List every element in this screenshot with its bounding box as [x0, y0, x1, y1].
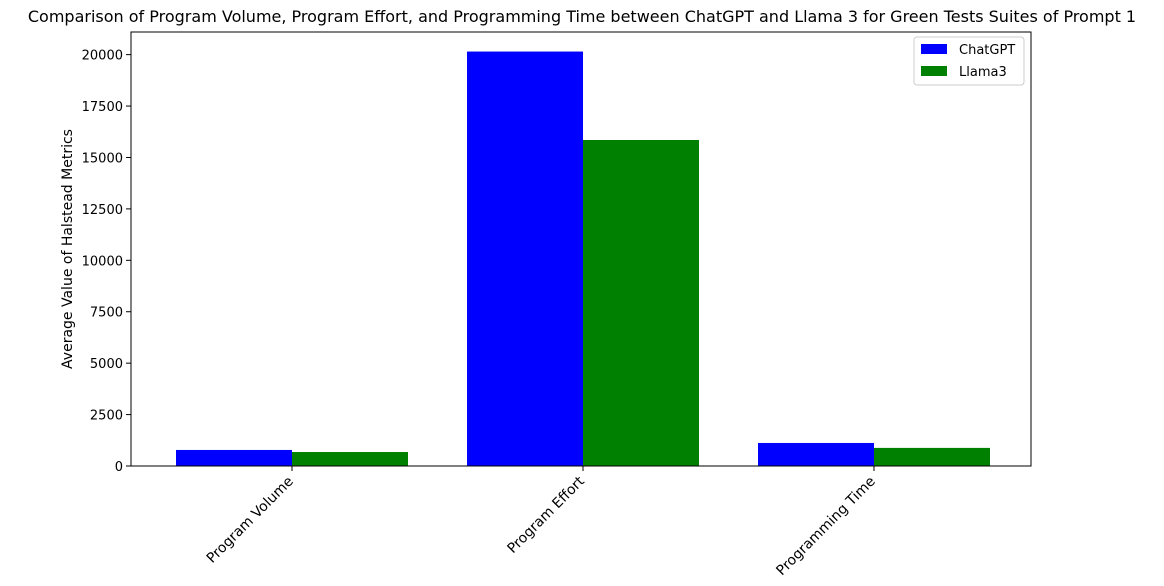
x-tick-label: Program Effort [505, 473, 589, 557]
bar-chatgpt-programming-time [758, 442, 874, 466]
y-tick-label: 10000 [82, 254, 123, 269]
bars-group [176, 51, 990, 466]
bar-llama3-programming-time [874, 447, 990, 466]
chart-title: Comparison of Program Volume, Program Ef… [28, 7, 1136, 26]
y-tick-label: 20000 [82, 49, 123, 64]
legend-label-chatgpt: ChatGPT [959, 43, 1015, 58]
legend-swatch-chatgpt [921, 44, 947, 54]
y-tick-label: 5000 [90, 357, 123, 372]
y-tick-label: 17500 [82, 100, 123, 115]
bar-chatgpt-program-volume [176, 449, 292, 466]
y-axis: 0 2500 5000 7500 10000 12500 15000 17500 20000 [82, 49, 131, 475]
plot-frame [130, 31, 1032, 467]
y-tick-label: 7500 [90, 306, 123, 321]
x-axis: Program Volume Program Effort Programming … [204, 466, 879, 579]
y-tick-label: 12500 [82, 203, 123, 218]
bar-llama3-program-volume [292, 452, 408, 466]
legend: ChatGPT Llama3 [913, 36, 1025, 86]
x-tick-label: Programming Time [773, 474, 878, 579]
y-tick-label: 2500 [90, 409, 123, 424]
legend-label-llama3: Llama3 [959, 65, 1007, 80]
y-tick-label: 0 [115, 460, 123, 475]
y-axis-label: Average Value of Halstead Metrics [60, 129, 76, 369]
x-tick-label: Program Volume [204, 474, 297, 567]
y-tick-label: 15000 [82, 151, 123, 166]
bar-llama3-program-effort [583, 139, 699, 466]
bar-chatgpt-program-effort [467, 51, 583, 466]
legend-swatch-llama3 [921, 66, 947, 76]
